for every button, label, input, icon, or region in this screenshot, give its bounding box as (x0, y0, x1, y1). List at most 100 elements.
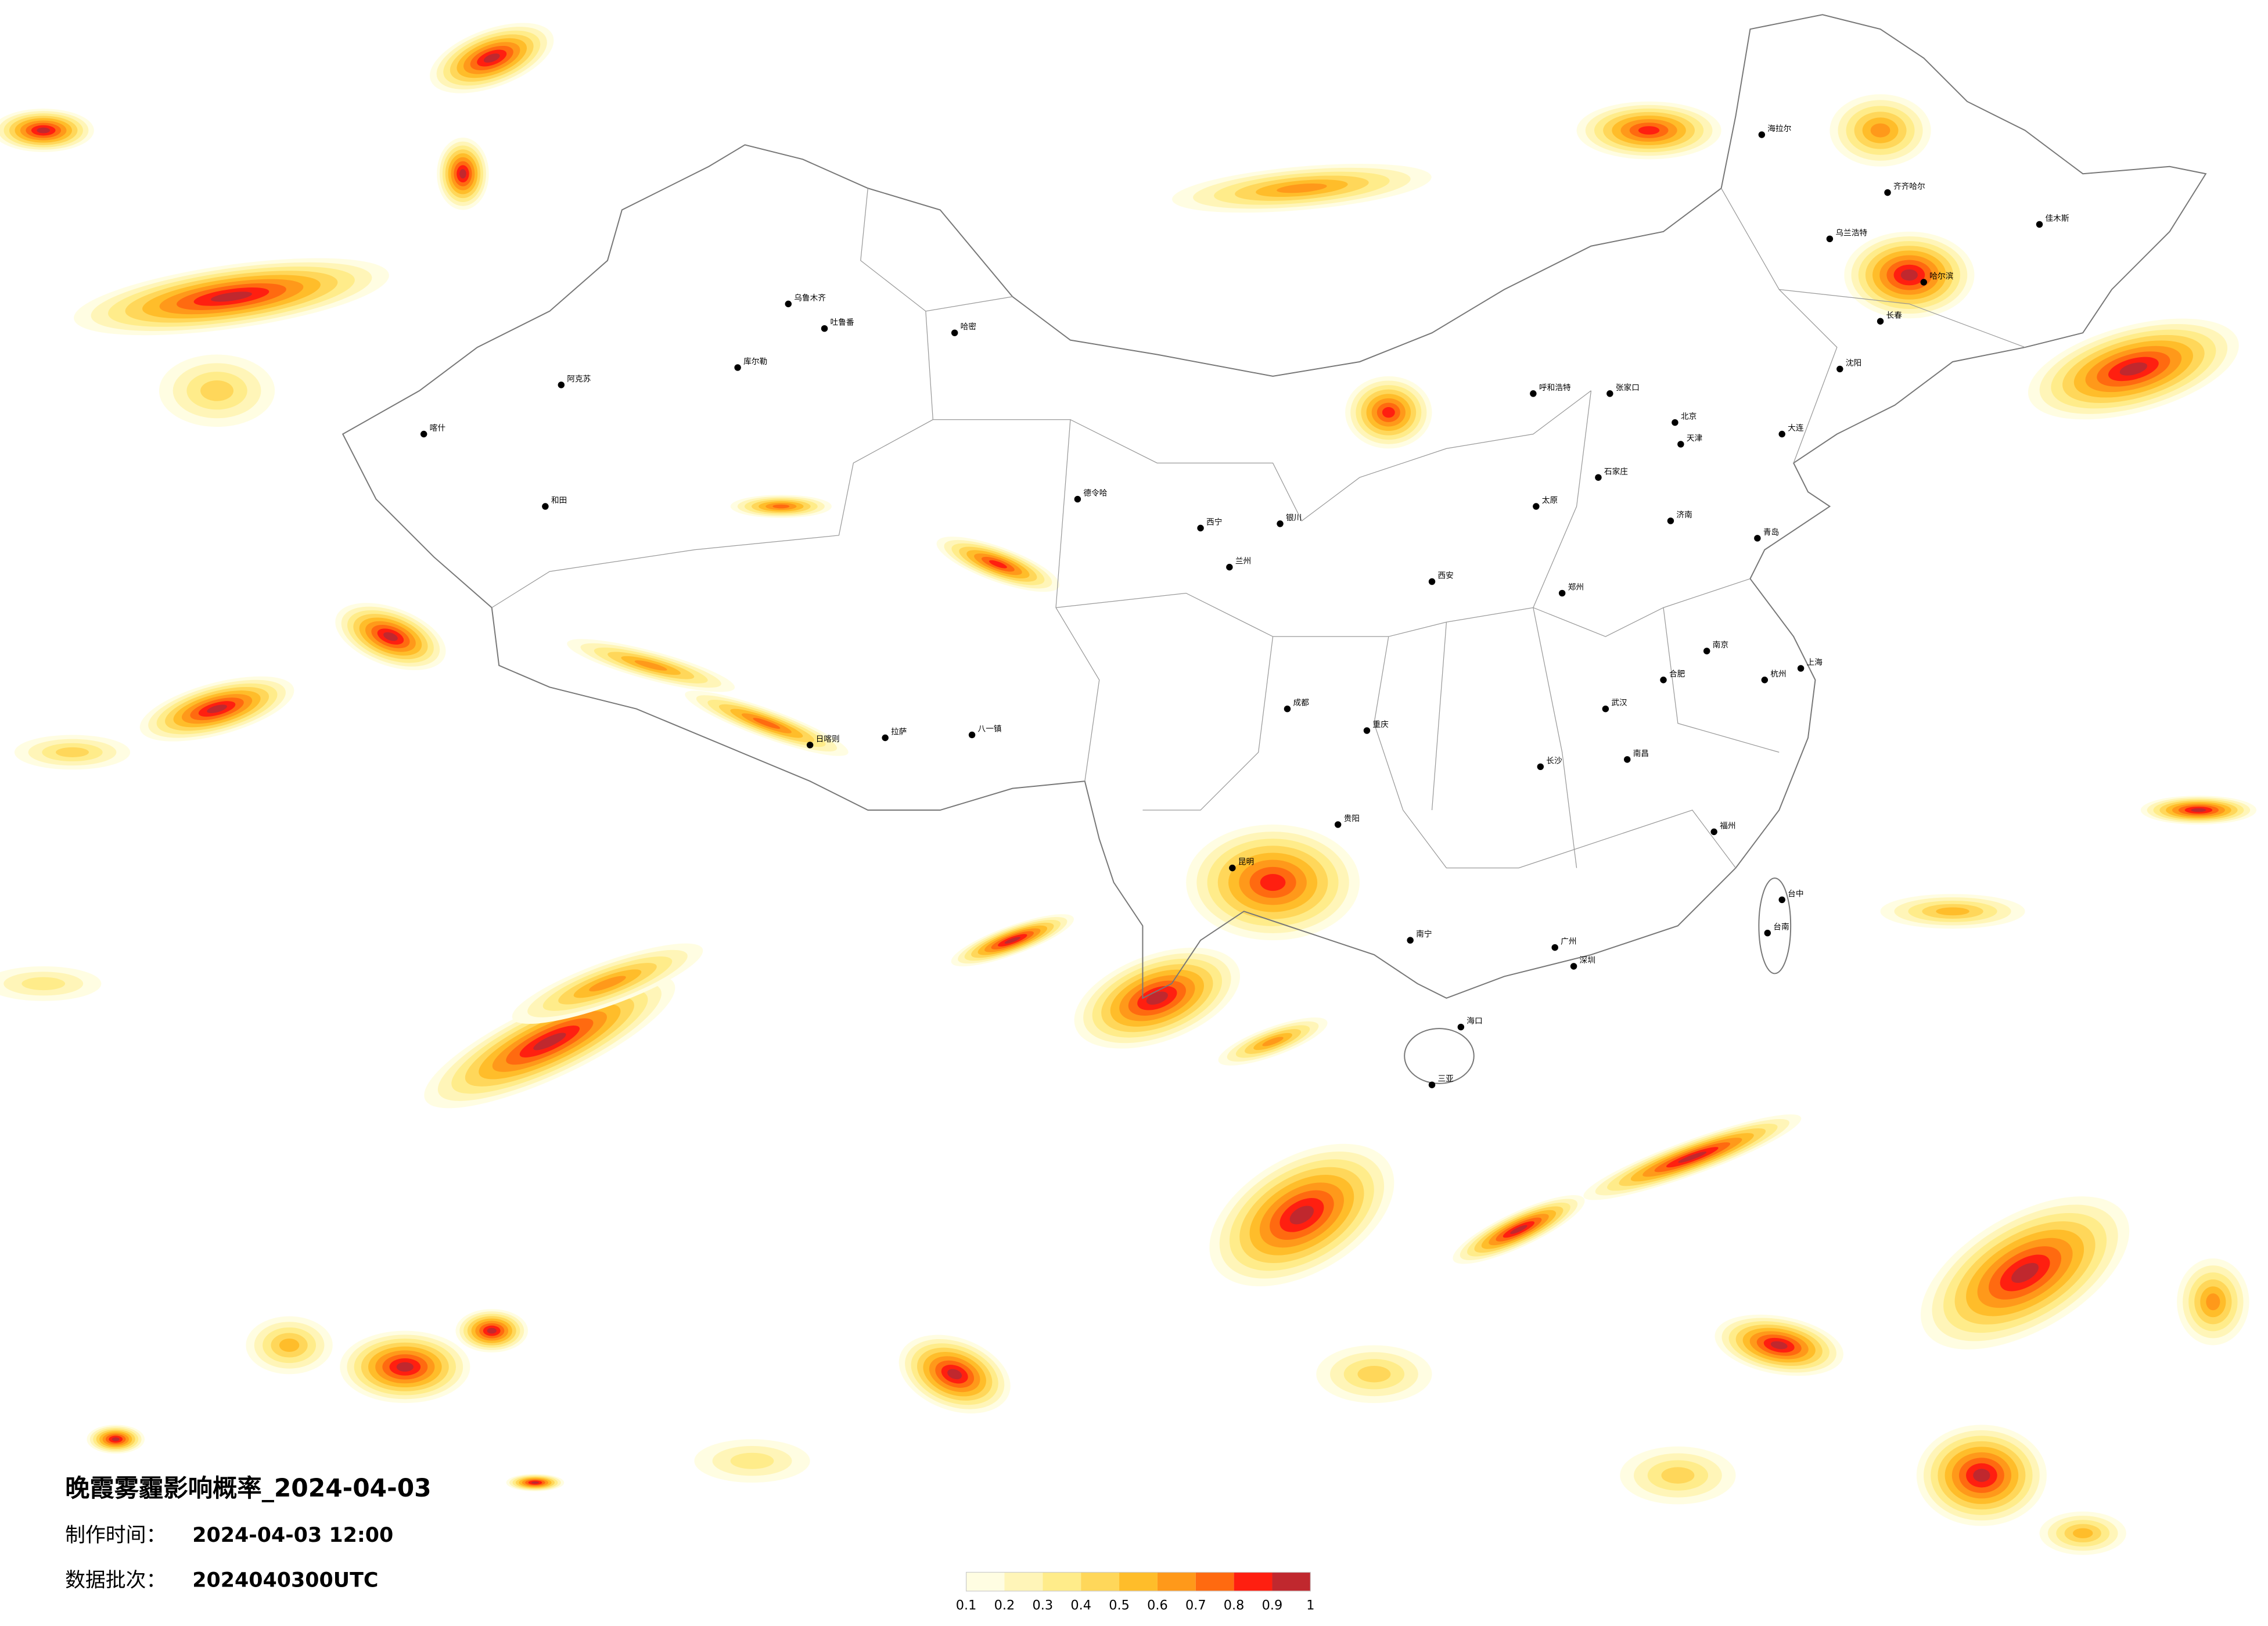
city-label: 石家庄 (1604, 466, 1628, 476)
city-label: 昆明 (1238, 858, 1254, 867)
city-label: 海拉尔 (1767, 124, 1791, 134)
city-label: 南京 (1713, 641, 1728, 650)
city-dot (1797, 665, 1805, 672)
city-label: 银川 (1286, 513, 1302, 523)
city-dot (1677, 441, 1684, 448)
city-dot (785, 300, 792, 308)
city-dot (420, 430, 427, 438)
taiwan (1758, 877, 1792, 974)
city-label: 三亚 (1437, 1074, 1454, 1084)
heat-patch (396, 1362, 414, 1372)
city-dot (1836, 365, 1843, 373)
city-label: 北京 (1681, 412, 1696, 422)
heat-patch (279, 1338, 300, 1352)
hainan (1404, 1028, 1475, 1084)
heat-patch (730, 1452, 774, 1469)
heat-patch (211, 292, 252, 302)
city-label: 杭州 (1770, 670, 1786, 679)
city-dot (1754, 535, 1761, 542)
heat-patch (1510, 1225, 1527, 1234)
city-label: 南昌 (1633, 749, 1649, 758)
city-dot (1624, 756, 1631, 763)
city-dot (1428, 578, 1436, 585)
heat-patch (1900, 269, 1918, 281)
heat-patch (200, 380, 234, 401)
city-dot (1197, 524, 1204, 532)
city-dot (1703, 647, 1710, 654)
city-label: 库尔勒 (743, 357, 767, 366)
colorbar-segment (966, 1572, 1005, 1591)
city-label: 成都 (1293, 699, 1309, 708)
city-dot (1558, 589, 1566, 597)
colorbar-tick-label: 0.6 (1147, 1598, 1168, 1613)
heat-patch (37, 127, 51, 134)
heat-patch (1382, 407, 1395, 418)
heat-layer (0, 23, 2257, 1555)
city-label: 乌兰浩特 (1835, 228, 1867, 238)
heat-patch (1870, 123, 1890, 138)
heat-patch (1973, 1469, 1990, 1482)
heat-patch (634, 660, 667, 671)
heat-patch (459, 169, 466, 179)
city-label: 福州 (1720, 821, 1735, 830)
heat-patch (1004, 937, 1021, 944)
colorbar-tick-label: 0.9 (1262, 1598, 1283, 1613)
colorbar-tick-label: 0.7 (1185, 1598, 1206, 1613)
city-dot (1884, 189, 1891, 196)
colorbar-segment (1043, 1572, 1081, 1591)
city-dot (1226, 563, 1233, 571)
batch-label: 数据批次： (65, 1569, 166, 1592)
heat-patch (772, 504, 790, 509)
colorbar-segment (1119, 1572, 1158, 1591)
city-label: 台南 (1773, 923, 1789, 932)
heat-patch (112, 1437, 120, 1441)
colorbar-tick-label: 0.3 (1033, 1598, 1054, 1613)
colorbar-segment (1081, 1572, 1120, 1591)
city-label: 南宁 (1416, 929, 1432, 939)
city-label: 和田 (551, 496, 567, 505)
city-dot (951, 329, 958, 336)
colorbar-tick-label: 0.1 (956, 1598, 977, 1613)
city-dot (1277, 520, 1284, 527)
heat-patch (383, 632, 398, 641)
heat-patch (2072, 1528, 2093, 1538)
city-dot (1284, 705, 1291, 713)
city-dot (1778, 896, 1785, 904)
heat-patch (947, 1369, 962, 1380)
city-dot (1778, 430, 1785, 438)
city-dot (1363, 727, 1371, 734)
city-label: 太原 (1542, 496, 1558, 505)
city-label: 乌鲁木齐 (794, 293, 826, 303)
city-label: 武汉 (1611, 699, 1627, 708)
heat-patch (1289, 1206, 1314, 1225)
province-lines (491, 188, 2025, 869)
city-label: 兰州 (1235, 557, 1251, 566)
city-dot (1672, 419, 1678, 426)
heat-patch (533, 1033, 566, 1051)
heat-patch (483, 53, 500, 63)
china-outline (342, 14, 2207, 999)
colorbar-segment (1195, 1572, 1234, 1591)
city-label: 齐齐哈尔 (1893, 182, 1925, 192)
city-dot (1764, 929, 1771, 937)
title: 晚霞雾霾影响概率_2024-04-03 (65, 1474, 432, 1502)
heat-patch (21, 977, 66, 991)
city-label: 日喀则 (816, 735, 840, 744)
colorbar-segment (1004, 1572, 1043, 1591)
heat-patch (2206, 1293, 2220, 1311)
city-label: 喀什 (430, 424, 446, 433)
city-label: 天津 (1687, 434, 1703, 443)
city-dot (1826, 235, 1834, 243)
heat-patch (1661, 1467, 1695, 1484)
city-label: 德令哈 (1083, 489, 1107, 498)
city-dot (1533, 503, 1540, 510)
colorbar-tick-label: 0.8 (1224, 1598, 1245, 1613)
heat-patch (1770, 1341, 1788, 1350)
city-label: 阿克苏 (567, 375, 591, 384)
heat-patch (1262, 1037, 1284, 1046)
city-dot (1530, 390, 1537, 397)
city-label: 海口 (1467, 1017, 1482, 1026)
city-dot (558, 382, 565, 388)
